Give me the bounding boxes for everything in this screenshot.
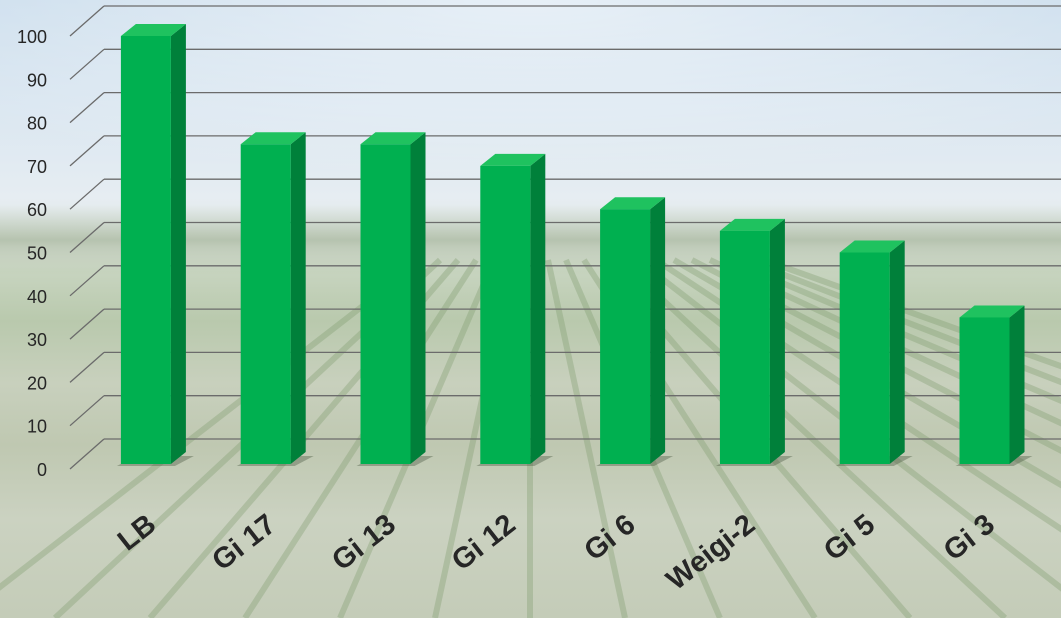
y-tick-label: 50	[27, 244, 47, 264]
y-tick-label: 60	[27, 200, 47, 220]
bar-front	[600, 209, 651, 464]
bar-side	[410, 132, 426, 464]
bar-gi-12	[476, 153, 554, 466]
bar-gi-3	[955, 305, 1033, 466]
bar-top	[240, 132, 306, 145]
field-row	[708, 257, 1061, 427]
gridline-depth	[69, 135, 105, 167]
bar-gi-5	[835, 240, 913, 466]
bar-top	[480, 153, 546, 166]
y-tick-label: 20	[27, 373, 47, 393]
bar-top	[959, 305, 1025, 318]
bar-side	[290, 132, 306, 464]
gridline-depth	[69, 5, 105, 37]
x-tick-label: Gi 17	[206, 508, 282, 577]
gridline-depth	[69, 178, 105, 210]
bar-front	[360, 144, 411, 464]
gridline-depth	[69, 92, 105, 124]
bar-side	[769, 218, 785, 464]
bar-top	[839, 240, 905, 253]
gridline-depth	[69, 351, 105, 383]
bar-weigi-2	[715, 218, 793, 466]
bar-gi-6	[596, 197, 674, 466]
bar-front	[959, 317, 1010, 464]
bar-side	[650, 197, 666, 464]
bar-gi-13	[356, 132, 434, 466]
gridline-depth	[69, 308, 105, 340]
gridline-depth	[69, 222, 105, 253]
y-tick-label: 70	[27, 157, 47, 177]
y-tick-label: 10	[27, 417, 47, 437]
bar-front	[120, 36, 171, 464]
bar-top	[719, 218, 785, 231]
bar-front	[719, 230, 770, 464]
bar-top	[120, 24, 186, 36]
y-tick-label: 40	[27, 287, 47, 307]
y-axis: 0 10 20 30 40 50 60 70 80 90 100	[17, 27, 47, 480]
field-row	[762, 257, 1061, 370]
bar-side	[530, 153, 546, 464]
bar-side	[170, 24, 186, 464]
x-tick-label: Gi 3	[938, 508, 1001, 567]
bar-front	[480, 165, 531, 464]
bar-lb	[116, 24, 194, 466]
y-tick-label: 80	[27, 114, 47, 134]
x-tick-label: LB	[112, 508, 162, 557]
y-tick-label: 0	[37, 460, 47, 480]
bar-top	[600, 197, 666, 210]
gridline-depth	[69, 265, 105, 297]
bar-top	[360, 132, 426, 145]
bar-front	[240, 144, 291, 464]
gridline-depth	[69, 438, 105, 470]
gridline-depth	[69, 48, 105, 80]
bar-side	[1009, 305, 1025, 464]
bar-front	[839, 252, 890, 464]
y-tick-label: 100	[17, 27, 47, 47]
bar-gi-17	[236, 132, 314, 466]
bars	[116, 24, 1033, 466]
bar-side	[889, 240, 905, 464]
y-tick-label: 30	[27, 330, 47, 350]
y-tick-label: 90	[27, 70, 47, 90]
x-axis: LB Gi 17 Gi 13 Gi 12 Gi 6 Weigi-2 Gi 5 Gi 3	[112, 508, 1001, 596]
x-tick-label: Gi 5	[818, 508, 881, 567]
gridline-depth	[69, 395, 105, 427]
